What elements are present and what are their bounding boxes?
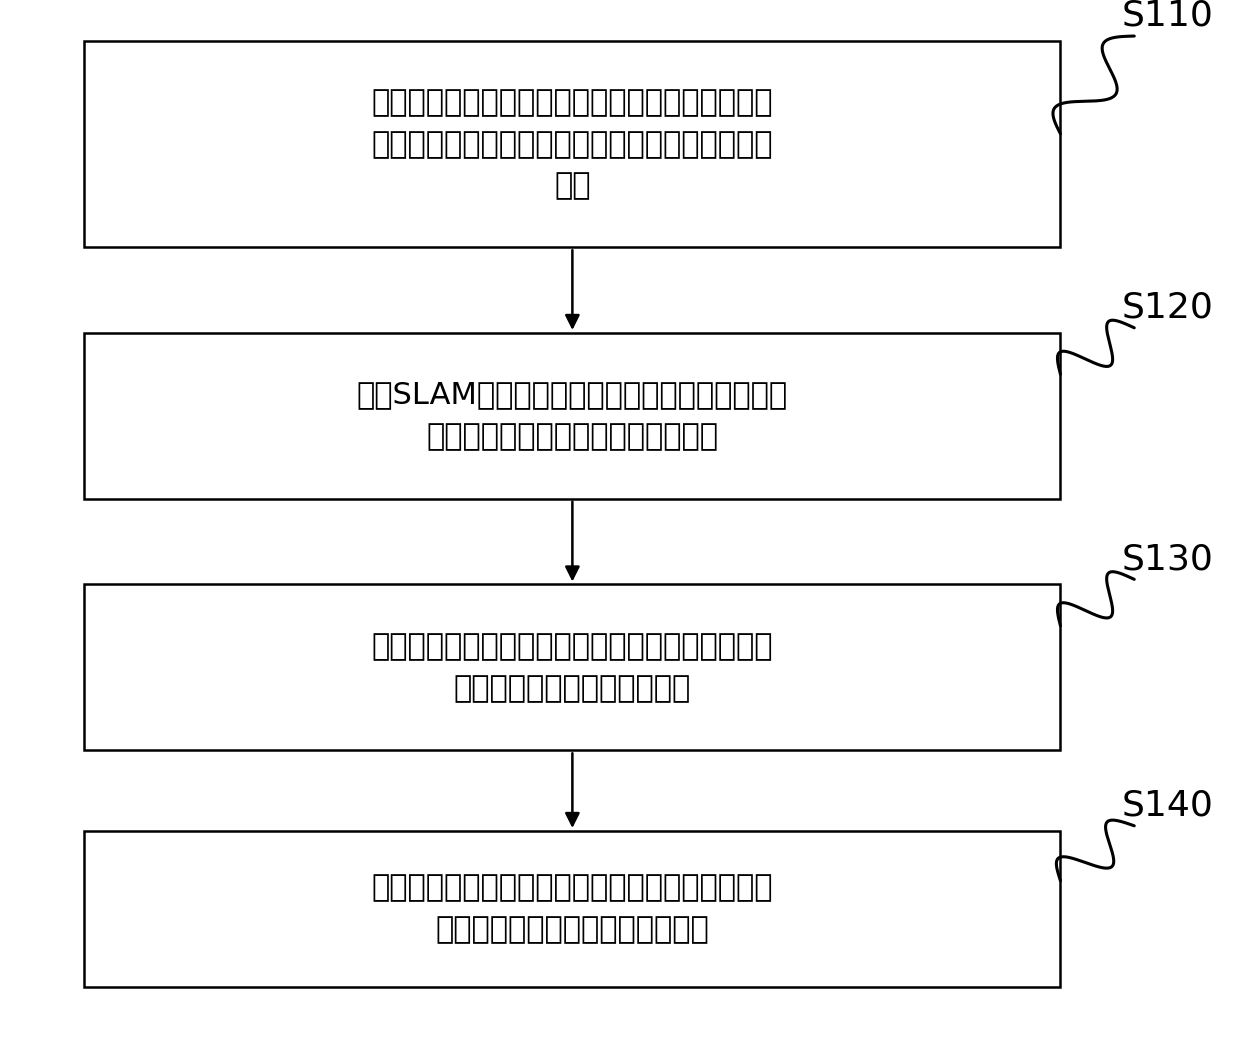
Text: S120: S120 (1122, 290, 1214, 325)
Text: 检测可行驶区域并根据所述车辆行驶轨迹和检测的
所述可行驶区域生成栅格地图: 检测可行驶区域并根据所述车辆行驶轨迹和检测的 所述可行驶区域生成栅格地图 (372, 632, 773, 703)
Bar (84, 333, 1060, 499)
Text: S140: S140 (1122, 789, 1214, 823)
Bar (84, 831, 1060, 987)
Text: 车辆于停车场不同区域行驶时，循环进行地图构建
过程，形成局部或全局停车场地图: 车辆于停车场不同区域行驶时，循环进行地图构建 过程，形成局部或全局停车场地图 (372, 873, 773, 944)
Text: 在任一车辆为地图构建模式时，获取车辆的运动姿
态和车辆周边图像并从所述车辆周边图像提取地标
信息: 在任一车辆为地图构建模式时，获取车辆的运动姿 态和车辆周边图像并从所述车辆周边图… (372, 88, 773, 200)
Text: S110: S110 (1122, 0, 1214, 32)
Bar (84, 585, 1060, 750)
Text: 基于SLAM算法，根据车辆的运动姿态和所述地标
信息生成地标地图以及车辆行驶轨迹: 基于SLAM算法，根据车辆的运动姿态和所述地标 信息生成地标地图以及车辆行驶轨迹 (357, 380, 787, 452)
Text: S130: S130 (1122, 542, 1214, 576)
Bar (84, 41, 1060, 247)
